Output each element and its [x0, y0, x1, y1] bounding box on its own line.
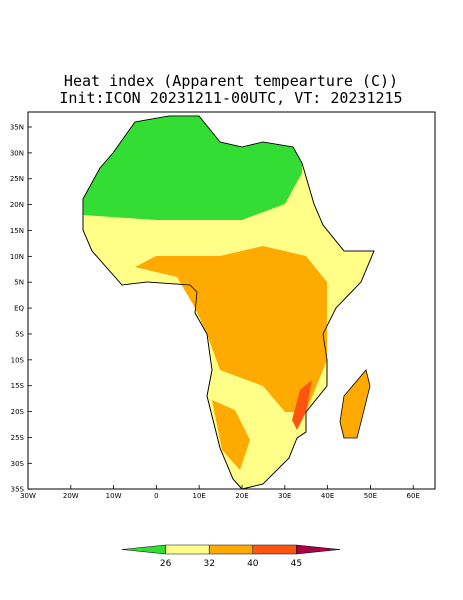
land-orange [135, 246, 327, 412]
lat-tick-label: 15N [10, 227, 24, 235]
colorbar-label: 26 [160, 559, 172, 569]
colorbar: 26 32 40 45 [121, 544, 341, 569]
colorbar-segment [296, 544, 341, 555]
title-line: Heat index (Apparent tempearture (C)) [64, 72, 398, 90]
lon-tick-label: 30W [20, 492, 36, 500]
lat-tick-label: 35S [11, 486, 25, 494]
lat-tick-label: 25N [10, 175, 24, 183]
lat-tick-label: 30S [11, 460, 25, 468]
map [27, 111, 436, 490]
madagascar [339, 369, 371, 439]
lon-tick-label: 60E [407, 492, 420, 500]
coastline [82, 115, 375, 490]
colorbar-segment [252, 544, 297, 555]
lat-tick-label: 15S [11, 382, 25, 390]
map-frame [27, 111, 436, 490]
lat-tick-label: 35N [10, 124, 24, 132]
colorbar-segment [121, 544, 166, 555]
lat-tick-label: 10S [11, 356, 25, 364]
title-line: Init:ICON 20231211-00UTC, VT: 20231215 [59, 89, 402, 107]
lon-tick-label: 10E [193, 492, 206, 500]
lat-tick-label: 20S [11, 408, 25, 416]
lat-tick-label: EQ [14, 305, 24, 313]
colorbar-segment [165, 544, 210, 555]
lat-tick-label: 10N [10, 253, 24, 261]
lon-tick-label: 0 [154, 492, 158, 500]
lat-tick-label: 20N [10, 201, 24, 209]
lon-tick-label: 20W [63, 492, 79, 500]
lon-tick-label: 20E [235, 492, 248, 500]
lat-tick-label: 5S [15, 330, 24, 338]
land-green [83, 116, 302, 220]
lat-tick-label: 5N [14, 279, 24, 287]
land-red [292, 380, 312, 430]
lat-tick-label: 30N [10, 149, 24, 157]
colorbar-segment [208, 544, 254, 555]
colorbar-label: 45 [291, 559, 302, 569]
lon-tick-label: 50E [364, 492, 377, 500]
land-orange [212, 400, 250, 470]
lat-tick-label: 25S [11, 434, 25, 442]
colorbar-label: 32 [203, 559, 214, 569]
lon-tick-label: 30E [278, 492, 291, 500]
lon-tick-label: 10W [106, 492, 122, 500]
colorbar-label: 40 [247, 559, 259, 569]
lon-tick-label: 40E [321, 492, 334, 500]
